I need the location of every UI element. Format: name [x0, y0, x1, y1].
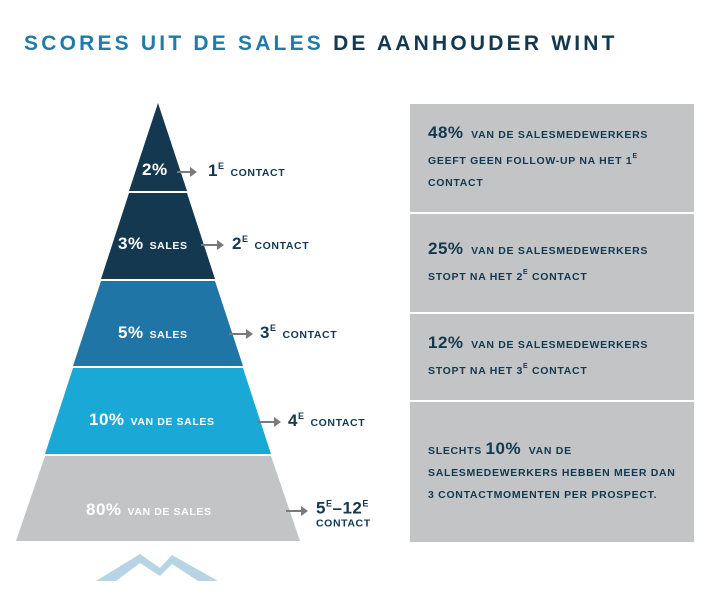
- tier-5-contact-word: CONTACT: [316, 517, 371, 530]
- tier-5-contact-sup-2: E: [362, 498, 369, 509]
- tier-5-contact-range: –12: [332, 498, 363, 518]
- tier-5-contact-sup: E: [325, 498, 333, 509]
- stat-2-text: VAN DE SALESMEDEWERKERS STOPT NA HET 2: [428, 245, 649, 283]
- tier-1-contact-word: CONTACT: [230, 167, 286, 179]
- tier-3-arrow: [229, 329, 253, 339]
- tier-3-label: 5% SALES: [118, 323, 188, 343]
- stat-3-percent: 12%: [428, 333, 464, 352]
- pyramid-tier-1: [129, 103, 187, 191]
- title-part-2: DE AANHOUDER WINT: [333, 32, 618, 55]
- pyramid-tier-5: [16, 456, 300, 541]
- pyramid-tier-4: [45, 368, 271, 454]
- stat-1-text: VAN DE SALESMEDEWERKERS GEEFT GEEN FOLLO…: [428, 129, 649, 167]
- stat-2-percent: 25%: [428, 239, 464, 258]
- pyramid-tier-3: [73, 281, 243, 366]
- page-title: SCORES UIT DE SALES DE AANHOUDER WINT: [24, 32, 618, 56]
- tier-3-contact-number: 3: [260, 323, 270, 342]
- mountain-logo-mark: [96, 554, 218, 581]
- stat-3-sup: E: [522, 363, 529, 370]
- tier-4-contact-number: 4: [288, 411, 298, 430]
- tier-5-percent: 80%: [86, 500, 122, 519]
- stat-2-tail: CONTACT: [531, 271, 588, 283]
- tier-1-label: 2%: [142, 160, 168, 180]
- tier-3-contact-word: CONTACT: [282, 329, 338, 341]
- stat-3-tail: CONTACT: [531, 365, 588, 377]
- stat-3-text: VAN DE SALESMEDEWERKERS STOPT NA HET 3: [428, 339, 649, 377]
- tier-2-contact: 2E CONTACT: [232, 234, 309, 254]
- tier-1-contact: 1E CONTACT: [208, 161, 285, 181]
- stats-panel: 48% VAN DE SALESMEDEWERKERS GEEFT GEEN F…: [410, 104, 694, 542]
- tier-3-contact-sup: E: [269, 323, 277, 333]
- stat-1-percent: 48%: [428, 123, 464, 142]
- tier-5-label: 80% VAN DE SALES: [86, 500, 212, 520]
- tier-1-contact-sup: E: [217, 161, 225, 171]
- tier-2-unit: SALES: [149, 240, 188, 252]
- tier-4-arrow: [257, 417, 281, 427]
- tier-1-contact-number: 1: [208, 161, 218, 180]
- tier-2-contact-word: CONTACT: [254, 240, 310, 252]
- tier-5-contact: 5E–12E CONTACT: [316, 497, 371, 532]
- tier-4-label: 10% VAN DE SALES: [89, 410, 215, 430]
- tier-4-percent: 10%: [89, 410, 125, 429]
- tier-4-contact: 4E CONTACT: [288, 411, 365, 431]
- tier-1-arrow: [177, 167, 197, 177]
- stat-4-text: VAN DE SALESMEDEWERKERS HEBBEN MEER DAN …: [428, 445, 676, 501]
- stat-1-sup: E: [632, 153, 638, 160]
- sales-pyramid: [16, 103, 300, 581]
- tier-4-contact-sup: E: [297, 411, 305, 421]
- pyramid-tier-2: [101, 193, 215, 279]
- tier-4-unit: VAN DE SALES: [130, 416, 215, 428]
- tier-3-unit: SALES: [149, 329, 188, 341]
- stat-box-4: SLECHTS 10% VAN DE SALESMEDEWERKERS HEBB…: [410, 402, 694, 542]
- stat-box-1: 48% VAN DE SALESMEDEWERKERS GEEFT GEEN F…: [410, 104, 694, 214]
- tier-5-contact-number: 5: [316, 498, 326, 518]
- tier-1-percent: 2%: [142, 160, 168, 179]
- tier-4-contact-word: CONTACT: [310, 417, 366, 429]
- stat-box-3: 12% VAN DE SALESMEDEWERKERS STOPT NA HET…: [410, 314, 694, 402]
- tier-2-label: 3% SALES: [118, 234, 188, 254]
- stat-2-sup: E: [522, 269, 529, 276]
- title-part-1: SCORES UIT DE SALES: [24, 32, 325, 55]
- tier-2-contact-number: 2: [232, 234, 242, 253]
- tier-3-percent: 5%: [118, 323, 144, 342]
- stat-4-pre: SLECHTS: [428, 445, 482, 457]
- stat-1-tail: CONTACT: [428, 177, 484, 189]
- stat-box-2: 25% VAN DE SALESMEDEWERKERS STOPT NA HET…: [410, 214, 694, 314]
- tier-2-contact-sup: E: [241, 234, 249, 244]
- tier-5-unit: VAN DE SALES: [127, 506, 212, 518]
- stat-4-percent: 10%: [485, 439, 522, 458]
- tier-2-percent: 3%: [118, 234, 144, 253]
- tier-2-arrow: [201, 240, 224, 250]
- tier-3-contact: 3E CONTACT: [260, 323, 337, 343]
- tier-5-arrow: [286, 506, 308, 516]
